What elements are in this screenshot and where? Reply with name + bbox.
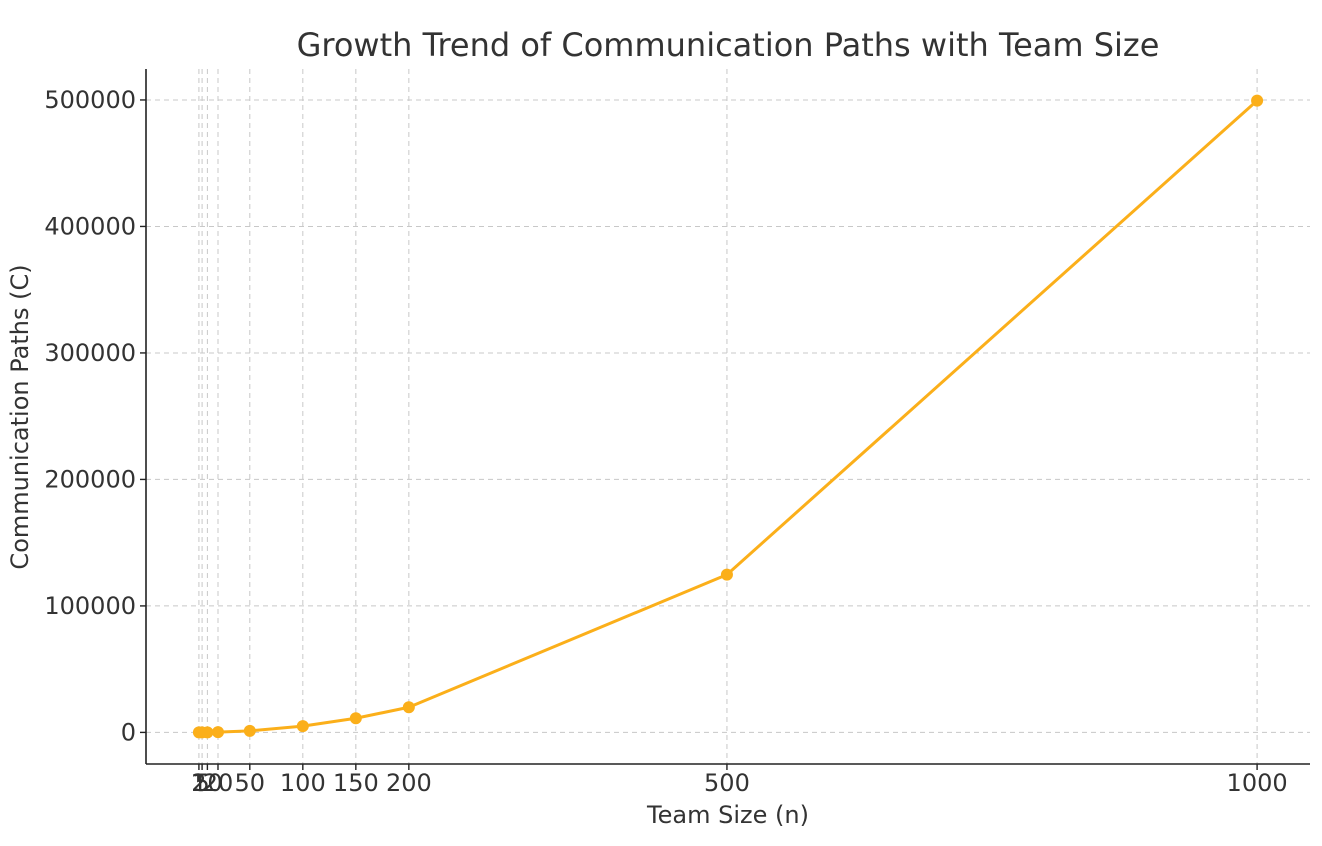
series-line [197, 99, 1259, 734]
x-tick-label: 10 [192, 769, 223, 797]
x-axis-label: Team Size (n) [646, 801, 809, 829]
data-point [720, 568, 733, 581]
grid-lines [146, 69, 1310, 764]
x-tick-label: 1000 [1227, 769, 1288, 797]
y-tick-label: 200000 [44, 465, 136, 493]
chart-title: Growth Trend of Communication Paths with… [297, 26, 1160, 64]
x-tick-label: 20 [203, 769, 234, 797]
data-point [296, 720, 309, 733]
data-point [243, 724, 256, 737]
x-tick-label: 50 [235, 769, 266, 797]
x-tick-label: 200 [386, 769, 432, 797]
data-point [402, 701, 415, 714]
x-tick-label: 2 [191, 769, 206, 797]
y-axis-ticks: 0 100000 200000 300000 400000 500000 [44, 86, 146, 746]
y-tick-label: 0 [121, 718, 136, 746]
data-point [349, 712, 362, 725]
x-tick-label: 500 [704, 769, 750, 797]
y-tick-label: 100000 [44, 592, 136, 620]
data-point [1251, 94, 1264, 107]
y-tick-label: 400000 [44, 212, 136, 240]
y-tick-label: 500000 [44, 86, 136, 114]
data-point [211, 726, 224, 739]
axes [145, 69, 1310, 765]
series-layer [192, 94, 1264, 739]
data-point [201, 726, 214, 739]
y-tick-label: 300000 [44, 339, 136, 367]
y-axis-label: Communication Paths (C) [6, 264, 34, 569]
x-tick-label: 5 [194, 769, 209, 797]
x-tick-label: 100 [280, 769, 326, 797]
x-tick-label: 150 [333, 769, 379, 797]
